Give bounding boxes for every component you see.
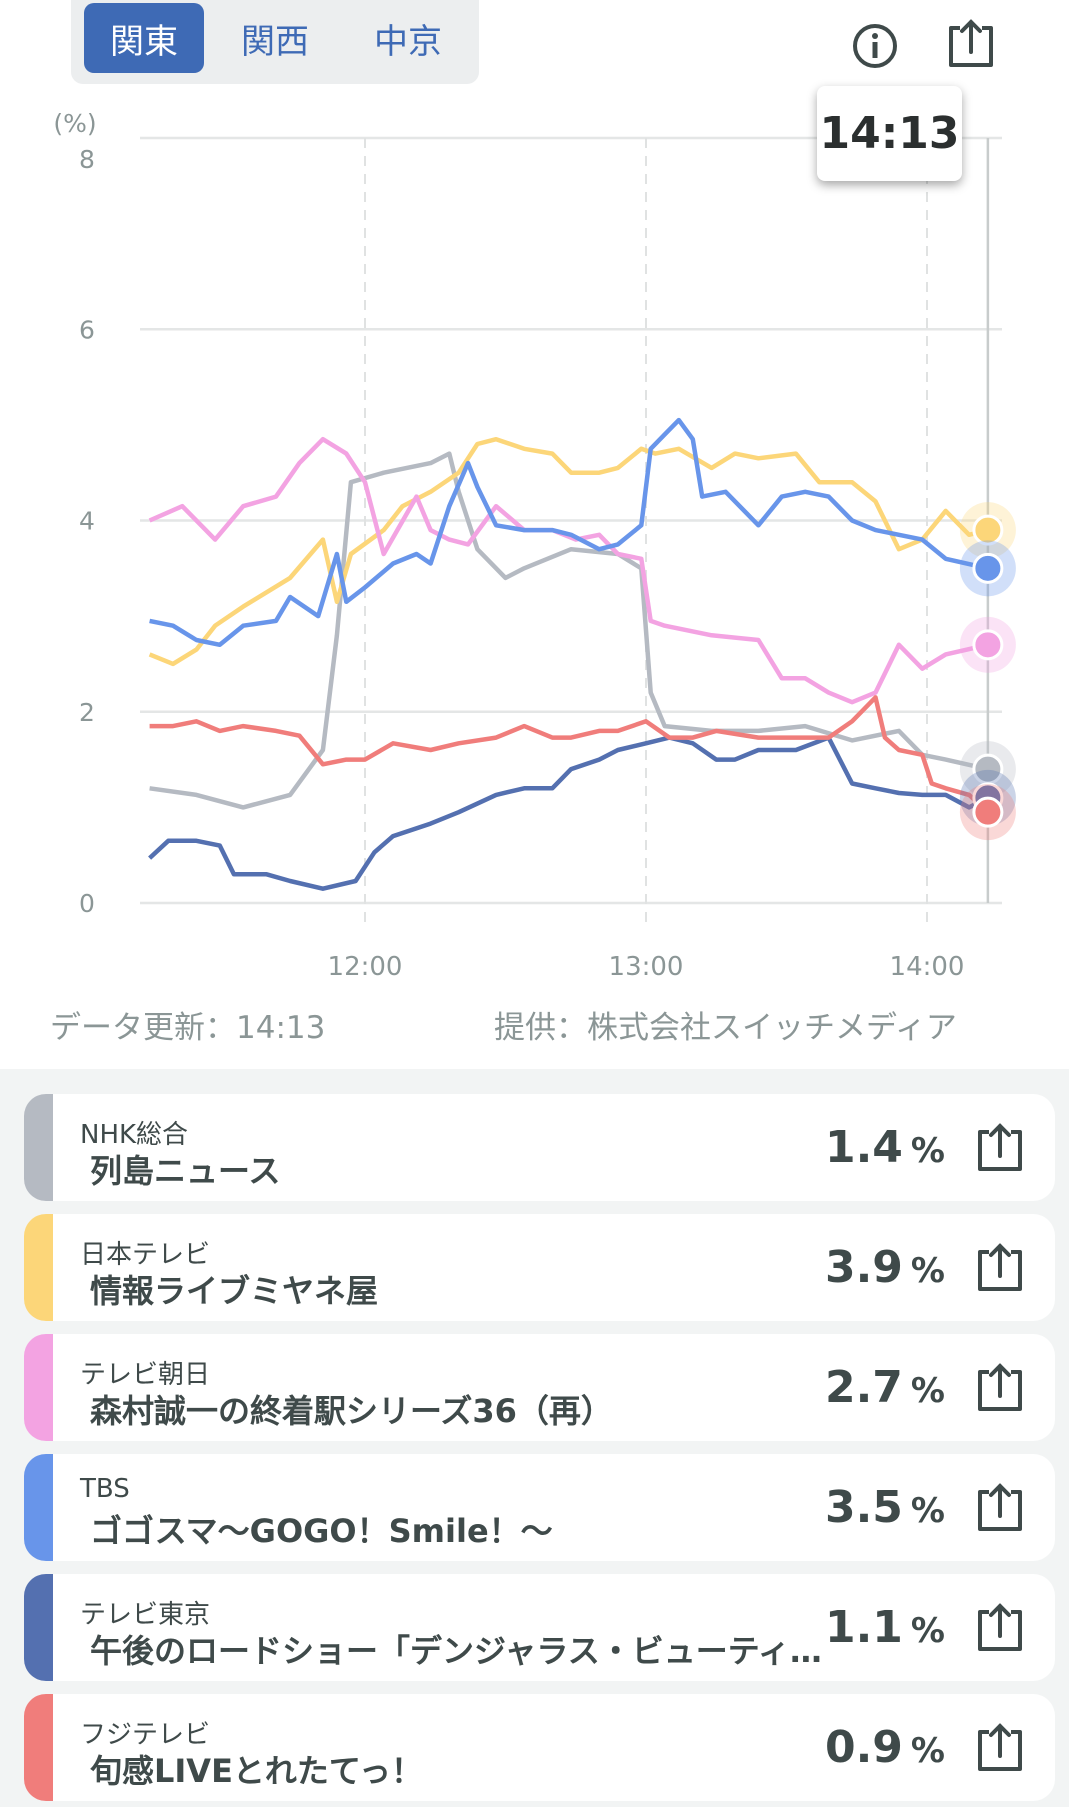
- program-card[interactable]: TBS ゴゴスマ～GOGO！Smile！～ 3.5%: [24, 1454, 1055, 1561]
- share-icon[interactable]: [975, 1122, 1025, 1174]
- series-line-1: [148, 436, 989, 667]
- rating-unit: %: [910, 1611, 945, 1651]
- program-card[interactable]: テレビ東京 午後のロードショー「デンジャラス・ビューティー」 1.1%: [24, 1574, 1055, 1681]
- x-tick-label: 14:00: [890, 952, 965, 982]
- y-tick-label: 8: [79, 145, 95, 174]
- rating-value: 3.9%: [825, 1242, 945, 1293]
- channel-color-bar: [24, 1694, 53, 1801]
- region-tab-group: 関東 関西 中京: [71, 0, 479, 84]
- channel-name: フジテレビ: [80, 1720, 211, 1750]
- share-icon: [949, 19, 993, 67]
- program-title: 旬感LIVEとれたてっ！: [90, 1752, 424, 1790]
- y-tick-label: 2: [79, 698, 95, 727]
- share-icon[interactable]: [975, 1362, 1025, 1414]
- series-line-3: [149, 417, 989, 648]
- program-card[interactable]: NHK総合 列島ニュース 1.4%: [24, 1094, 1055, 1201]
- program-title: 森村誠一の終着駅シリーズ36（再）: [90, 1392, 613, 1430]
- series-endpoint-dot-3: [972, 552, 1004, 584]
- tab-kansai[interactable]: 関西: [241, 21, 309, 62]
- rating-unit: %: [910, 1731, 945, 1771]
- channel-name: テレビ東京: [80, 1600, 211, 1630]
- tab-kanto[interactable]: 関東: [84, 3, 204, 73]
- series-endpoint-dot-5: [972, 796, 1004, 828]
- rating-value: 1.4%: [825, 1122, 945, 1173]
- rating-value: 3.5%: [825, 1482, 945, 1533]
- tab-chukyo[interactable]: 中京: [374, 21, 442, 62]
- rating-unit: %: [910, 1371, 945, 1411]
- share-icon[interactable]: [975, 1242, 1025, 1294]
- channel-color-bar: [24, 1574, 53, 1681]
- rating-unit: %: [910, 1251, 945, 1291]
- data-updated-text: データ更新：14:13: [50, 1010, 326, 1046]
- rating-value: 1.1%: [825, 1602, 945, 1653]
- info-button[interactable]: [847, 18, 903, 74]
- program-card[interactable]: 日本テレビ 情報ライブミヤネ屋 3.9%: [24, 1214, 1055, 1321]
- x-tick-label: 13:00: [609, 952, 684, 982]
- rating-number: 1.1: [824, 1602, 903, 1653]
- y-tick-label: 4: [79, 507, 95, 536]
- channel-name: NHK総合: [80, 1120, 189, 1150]
- program-title: 列島ニュース: [90, 1152, 281, 1190]
- rating-unit: %: [910, 1131, 945, 1171]
- y-tick-label: 6: [79, 315, 95, 344]
- x-tick-label: 12:00: [328, 952, 403, 982]
- rating-number: 0.9: [824, 1722, 903, 1773]
- rating-value: 2.7%: [825, 1362, 945, 1413]
- channel-name: テレビ朝日: [80, 1360, 211, 1390]
- series-endpoint-dot-2: [972, 629, 1004, 661]
- rating-number: 2.7: [824, 1362, 903, 1413]
- series-line-2: [148, 436, 989, 705]
- program-card[interactable]: テレビ朝日 森村誠一の終着駅シリーズ36（再） 2.7%: [24, 1334, 1055, 1441]
- program-title: ゴゴスマ～GOGO！Smile！～: [90, 1512, 553, 1550]
- series-line-4: [148, 735, 989, 891]
- channel-color-bar: [24, 1334, 53, 1441]
- series-endpoint-dot-1: [972, 514, 1004, 546]
- ratings-line-chart: (%) 0 2 4 6 8 12:00 13:00 14:00: [53, 109, 1016, 982]
- info-circle-icon: [853, 24, 897, 68]
- channel-name: TBS: [80, 1474, 130, 1504]
- y-tick-label: 0: [79, 889, 95, 918]
- channel-color-bar: [24, 1214, 53, 1321]
- y-axis-unit-label: (%): [53, 109, 96, 138]
- channel-color-bar: [24, 1094, 53, 1201]
- rating-value: 0.9%: [825, 1722, 945, 1773]
- program-title: 情報ライブミヤネ屋: [90, 1272, 379, 1310]
- channel-color-bar: [24, 1454, 53, 1561]
- program-title: 午後のロードショー「デンジャラス・ビューティー」: [90, 1632, 850, 1670]
- series-line-0: [149, 451, 989, 810]
- share-icon[interactable]: [975, 1722, 1025, 1774]
- share-icon[interactable]: [975, 1482, 1025, 1534]
- channel-name: 日本テレビ: [80, 1240, 211, 1270]
- data-provider-text: 提供：株式会社スイッチメディア: [494, 1010, 957, 1046]
- series-line-5: [149, 695, 990, 814]
- rating-number: 3.9: [824, 1242, 903, 1293]
- rating-number: 1.4: [824, 1122, 903, 1173]
- rating-unit: %: [910, 1491, 945, 1531]
- rating-number: 3.5: [824, 1482, 903, 1533]
- share-button[interactable]: [943, 16, 999, 72]
- program-card[interactable]: フジテレビ 旬感LIVEとれたてっ！ 0.9%: [24, 1694, 1055, 1801]
- share-icon[interactable]: [975, 1602, 1025, 1654]
- cursor-time-tooltip: 14:13: [817, 86, 962, 181]
